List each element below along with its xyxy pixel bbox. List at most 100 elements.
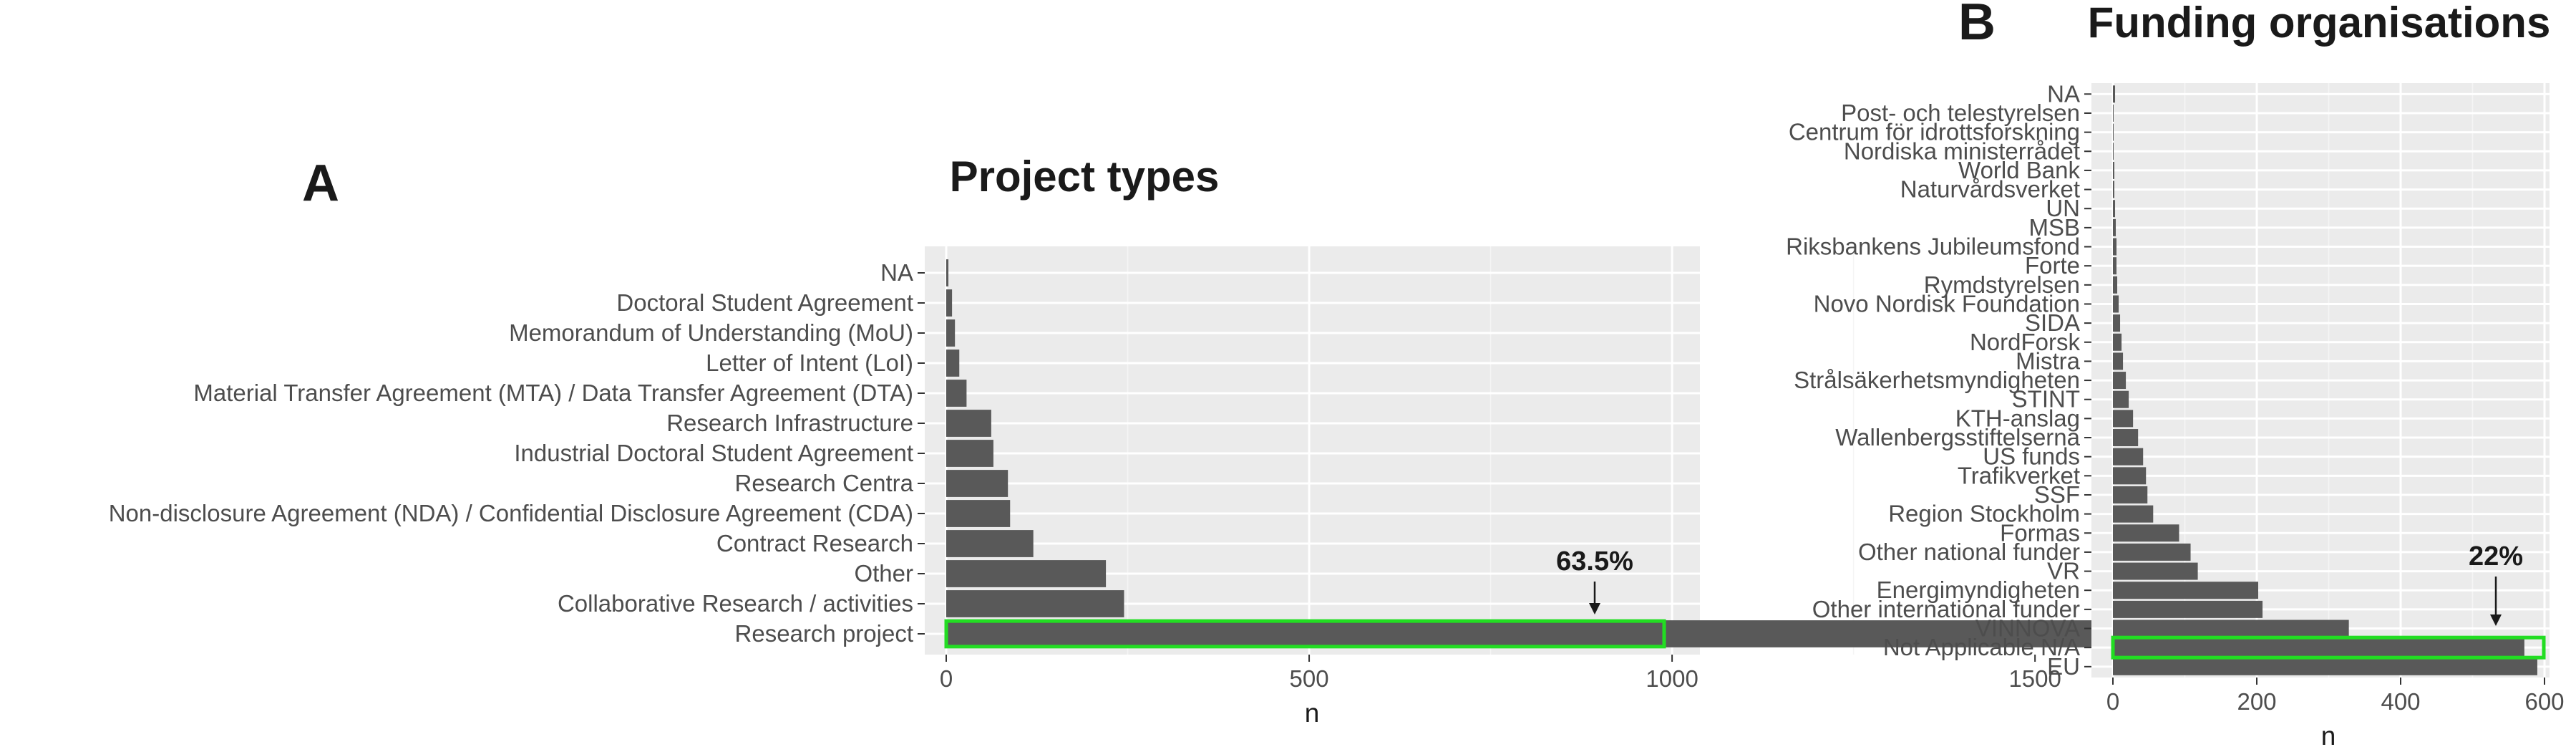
category-label: Research project <box>735 620 913 647</box>
category-label: Non-disclosure Agreement (NDA) / Confide… <box>109 500 913 526</box>
bar <box>2113 582 2259 599</box>
category-label: MSB <box>2028 214 2080 241</box>
bar <box>946 500 1011 527</box>
panel-b-x-axis: 0 200 400 600 <box>2106 678 2565 715</box>
category-label: VR <box>2047 558 2080 584</box>
panel-a-bars <box>946 259 2155 647</box>
category-label: Material Transfer Agreement (MTA) / Data… <box>193 380 913 406</box>
annotation-arrow-head <box>1589 603 1600 614</box>
category-label: Nordiska ministerrådet <box>1844 138 2080 164</box>
bar <box>2113 657 2537 675</box>
x-tick-label: 0 <box>2106 688 2119 715</box>
category-label: Not Applicable N/A <box>1883 634 2080 660</box>
panel-b-bars <box>2113 85 2537 675</box>
bar <box>946 259 949 286</box>
category-label: EU <box>2047 653 2080 680</box>
bar <box>2113 85 2116 103</box>
bar <box>946 410 991 437</box>
category-label: Industrial Doctoral Student Agreement <box>514 440 913 466</box>
category-label: KTH-anslag <box>1955 405 2080 431</box>
x-tick-label: 500 <box>1290 665 1329 692</box>
category-label: Strålsäkerhetsmyndigheten <box>1794 367 2080 393</box>
category-label: Trafikverket <box>1958 462 2080 488</box>
bar <box>2113 486 2148 503</box>
category-label: Riksbankens Jubileumsfond <box>1786 233 2080 260</box>
category-label: Collaborative Research / activities <box>558 590 913 617</box>
bar <box>946 440 993 467</box>
bar <box>2113 390 2129 408</box>
bar <box>2113 161 2115 179</box>
x-tick-label: 1500 <box>2008 665 2061 692</box>
bar <box>2113 600 2263 618</box>
category-label: Contract Research <box>716 530 913 556</box>
bar <box>2113 276 2118 294</box>
category-label: Other international funder <box>1812 596 2080 622</box>
bar <box>946 560 1107 587</box>
bar <box>2113 123 2114 141</box>
bar <box>2113 467 2147 485</box>
bar <box>2113 238 2117 256</box>
category-label: Research Centra <box>735 470 914 496</box>
x-tick-label: 600 <box>2524 688 2564 715</box>
category-label: Other <box>854 560 913 587</box>
category-label: Memorandum of Understanding (MoU) <box>509 319 913 346</box>
category-label: NordForsk <box>1970 329 2081 355</box>
bar <box>2113 448 2144 466</box>
panel-a-category-labels: NA Doctoral Student Agreement Memorandum o… <box>109 259 925 647</box>
highlight-box <box>944 619 1666 649</box>
category-label: Novo Nordisk Foundation <box>1814 290 2080 317</box>
category-label: US funds <box>1983 443 2080 470</box>
panel-a-tag: A <box>302 155 339 212</box>
bar <box>2113 180 2115 198</box>
category-label: Naturvårdsverket <box>1900 176 2080 203</box>
bar <box>2113 410 2134 428</box>
panel-a-x-axis-title: n <box>1305 698 1320 728</box>
category-label: Doctoral Student Agreement <box>616 289 913 316</box>
bar <box>2113 333 2122 351</box>
bar <box>2113 429 2139 447</box>
panel-b-x-axis-title: n <box>2321 721 2336 751</box>
annotation-label: 63.5% <box>1556 546 1633 577</box>
bar <box>2113 218 2116 236</box>
category-label: VINNOVA <box>1975 615 2080 642</box>
annotation-arrow-head <box>2490 614 2502 626</box>
category-label: NA <box>2047 80 2080 107</box>
category-label: World Bank <box>1958 157 2080 183</box>
panel-a-x-axis: 0 500 1000 1500 <box>940 655 2061 692</box>
bar <box>2113 200 2116 218</box>
bar <box>946 530 1034 557</box>
category-label: SIDA <box>2025 309 2080 336</box>
category-label: Post- och telestyrelsen <box>1841 100 2080 126</box>
category-label: Formas <box>2000 519 2080 546</box>
bar <box>2113 372 2127 390</box>
category-label: UN <box>2046 195 2080 221</box>
bar <box>946 350 960 377</box>
bar <box>946 470 1008 497</box>
highlight-box <box>2111 635 2546 660</box>
panel-a-title: Project types <box>950 153 1220 201</box>
bar <box>2113 295 2119 313</box>
x-tick-label: 0 <box>940 665 953 692</box>
panel-b-highlight: 22% <box>2111 541 2546 660</box>
annotation-label: 22% <box>2469 541 2523 572</box>
category-label: Wallenbergsstiftelserna <box>1835 424 2080 450</box>
bar <box>946 380 967 407</box>
bar <box>2113 352 2124 370</box>
bar <box>2113 620 2349 637</box>
bar <box>2113 104 2114 122</box>
bar <box>2113 257 2117 275</box>
category-label: Energimyndigheten <box>1877 577 2080 603</box>
bar <box>946 319 956 347</box>
category-label: Letter of Intent (LoI) <box>706 350 913 376</box>
panel-a-highlight: 63.5% <box>944 546 1666 649</box>
bar <box>946 289 953 317</box>
bar <box>2113 505 2154 523</box>
category-label: Region Stockholm <box>1888 501 2080 527</box>
x-tick-label: 1000 <box>1646 665 1698 692</box>
category-label: Rymdstyrelsen <box>1924 271 2080 298</box>
category-label: Centrum för idrottsforskning <box>1789 119 2080 145</box>
category-label: Mistra <box>2016 347 2080 374</box>
